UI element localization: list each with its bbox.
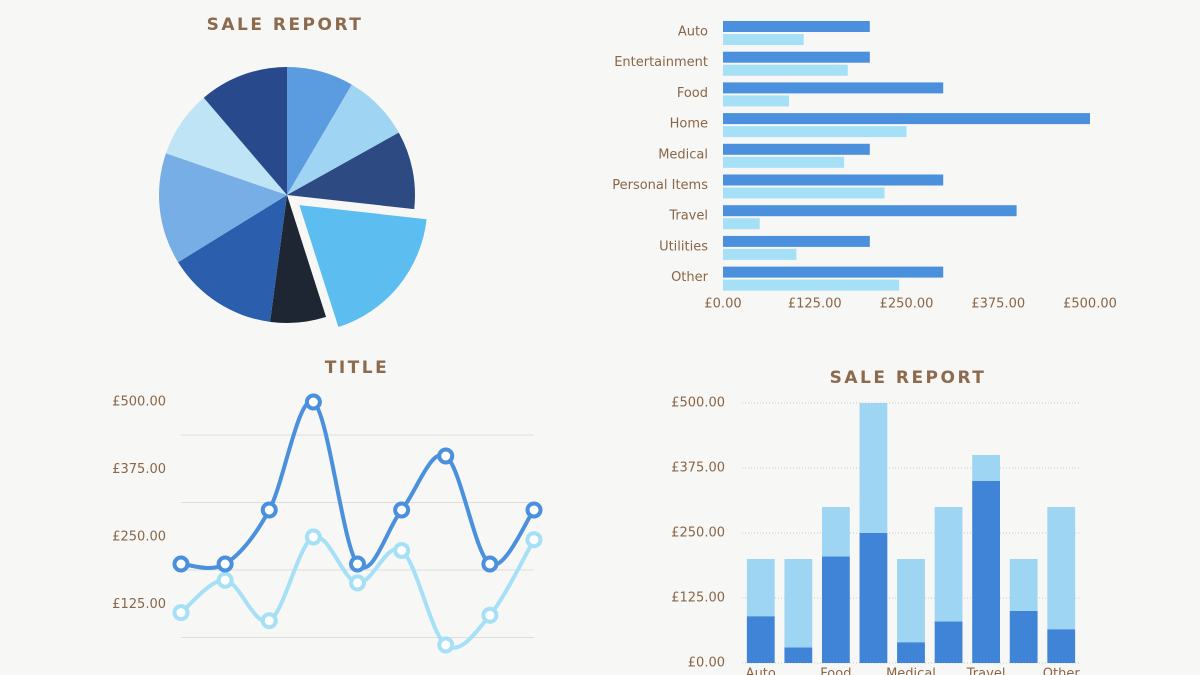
chart-title: TITLE [325, 358, 389, 378]
x-tick-label: £375.00 [971, 297, 1025, 312]
bar [746, 616, 775, 663]
y-tick-label: Travel [668, 209, 708, 224]
bar [723, 279, 900, 291]
bar [723, 143, 870, 155]
point [437, 636, 455, 654]
point [172, 604, 190, 622]
pie-slice [287, 132, 415, 210]
y-tick-label: Medical [658, 147, 708, 162]
bar [897, 559, 925, 643]
bar [723, 187, 885, 199]
point [172, 555, 190, 573]
point [481, 555, 499, 573]
bar [723, 51, 870, 63]
point [349, 574, 366, 592]
y-tick-label: Other [671, 270, 709, 285]
bar [723, 82, 944, 94]
y-tick-label: Personal Items [612, 178, 708, 193]
bar [821, 507, 850, 557]
bar [859, 533, 888, 663]
chart-title: SALE REPORT [207, 15, 364, 35]
point [437, 447, 455, 465]
x-tick-label: Auto [746, 667, 776, 675]
bar [784, 647, 813, 663]
bar [723, 235, 870, 247]
bar [723, 218, 760, 230]
bar [723, 205, 1017, 217]
pie-slice [203, 67, 287, 195]
y-tick-label: £125.00 [112, 597, 166, 612]
x-tick-label: Medical [886, 667, 936, 675]
bar [1047, 507, 1076, 630]
bar [1047, 629, 1076, 663]
point [304, 528, 322, 546]
chart-title: SALE REPORT [830, 368, 987, 388]
bar [934, 507, 963, 622]
x-tick-label: Other [1043, 667, 1081, 675]
point [481, 606, 499, 624]
bar [723, 113, 1090, 125]
bar [723, 248, 797, 260]
pie-slice [287, 67, 352, 195]
y-tick-label: £250.00 [671, 526, 725, 541]
pie-slice [178, 195, 287, 322]
point [393, 501, 411, 519]
x-tick-label: £250.00 [880, 297, 934, 312]
x-tick-label: £125.00 [788, 297, 842, 312]
y-tick-label: £500.00 [671, 396, 725, 411]
bar [1009, 559, 1038, 611]
bar [723, 34, 804, 45]
bar [723, 21, 870, 32]
pie-slice [270, 195, 327, 323]
point [260, 612, 278, 630]
pie-slice [287, 84, 399, 195]
y-tick-label: Auto [678, 25, 708, 40]
x-tick-label: £0.00 [704, 297, 741, 312]
bar [723, 266, 944, 278]
bar [1009, 611, 1038, 663]
y-tick-label: £250.00 [112, 530, 166, 545]
bar [723, 64, 848, 76]
bar [723, 174, 944, 186]
bar [859, 403, 888, 533]
point [349, 555, 366, 573]
x-tick-label: Food [820, 667, 851, 675]
y-tick-label: Utilities [659, 239, 708, 254]
bar [746, 559, 775, 617]
bar [723, 95, 790, 107]
y-tick-label: Entertainment [614, 55, 708, 70]
point [393, 542, 411, 559]
y-tick-label: £375.00 [112, 462, 166, 477]
x-tick-label: Travel [966, 667, 1006, 675]
bar [821, 556, 850, 663]
line [180, 399, 536, 570]
pie-slice [299, 205, 427, 328]
point [304, 393, 322, 411]
bar [723, 126, 907, 138]
point [216, 571, 234, 589]
y-tick-label: £0.00 [688, 656, 725, 671]
y-tick-label: £500.00 [112, 395, 166, 410]
pie-slice [165, 97, 287, 195]
bar [784, 559, 813, 648]
x-tick-label: £500.00 [1063, 297, 1117, 312]
bar [934, 621, 963, 663]
point [216, 555, 234, 573]
y-tick-label: £125.00 [671, 591, 725, 606]
y-tick-label: Food [677, 86, 708, 101]
bar [897, 642, 925, 663]
bar [972, 455, 1001, 481]
y-tick-label: Home [670, 117, 708, 132]
point [260, 501, 278, 519]
y-tick-label: £375.00 [671, 461, 725, 476]
bar [723, 156, 845, 168]
pie-slice [159, 153, 287, 263]
bar [972, 481, 1001, 663]
point [525, 501, 543, 519]
point [525, 531, 543, 549]
